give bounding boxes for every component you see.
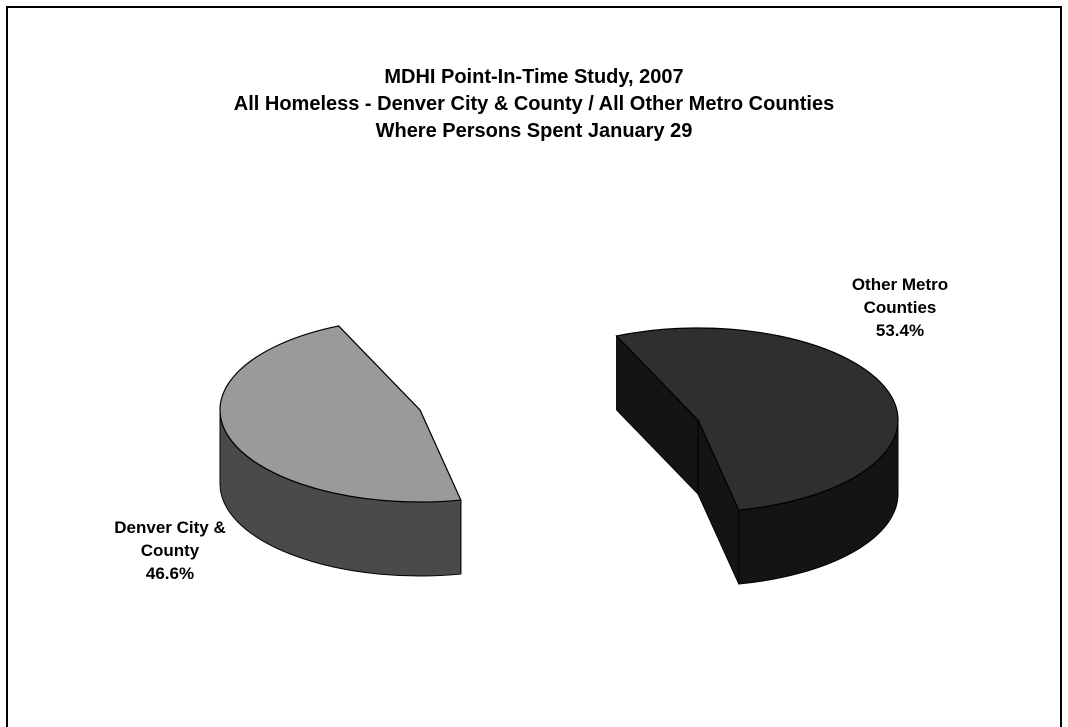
chart-title: MDHI Point-In-Time Study, 2007 All Homel… <box>0 64 1068 145</box>
chart-title-line-1: MDHI Point-In-Time Study, 2007 <box>384 66 684 88</box>
pie-slice-other-metro <box>615 327 899 585</box>
slice-value-denver: 46.6% <box>145 564 195 583</box>
chart-title-line-3: Where Persons Spent January 29 <box>375 120 693 142</box>
pie-top-denver <box>219 325 462 503</box>
pie-top-other-metro <box>615 327 899 511</box>
slice-label-denver: Denver City & County 46.6% <box>60 516 280 585</box>
chart-title-line-2: All Homeless - Denver City & County / Al… <box>233 93 835 115</box>
slice-label-denver-line-2: County <box>140 541 200 560</box>
slice-value-other: 53.4% <box>875 321 925 340</box>
slice-label-denver-line-1: Denver City & <box>114 518 226 537</box>
slice-label-other-line-2: Counties <box>863 298 937 317</box>
pie-slice-denver <box>219 324 462 577</box>
chart-frame <box>6 6 1062 727</box>
slice-label-other-metro: Other Metro Counties 53.4% <box>790 273 1010 342</box>
slice-label-other-line-1: Other Metro <box>851 275 949 294</box>
